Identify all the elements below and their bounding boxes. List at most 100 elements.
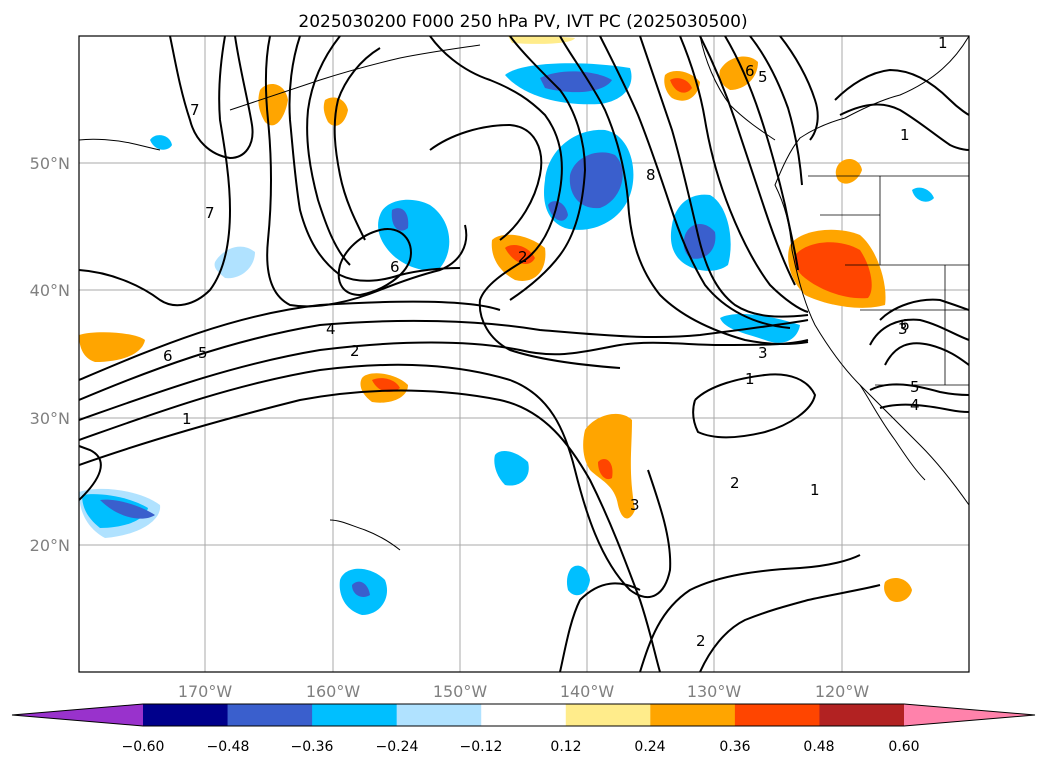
anomaly-pos-alaska	[664, 70, 700, 101]
colorbar: −0.60 −0.48 −0.36 −0.24 −0.12 0.12 0.24 …	[11, 703, 1036, 755]
contour-ridge-2	[699, 36, 796, 286]
map-panel: 1 1 1 1 1 2 2 2 2 3 3 3 4 4 5 5 5 6 6 6	[78, 34, 970, 673]
contour-ridge-3	[724, 36, 799, 271]
kamchatka-edge	[79, 138, 161, 151]
contour-label-1-c: 1	[810, 481, 820, 499]
contour-label-6-b: 6	[390, 258, 400, 276]
contour-1-sw-branch	[639, 554, 861, 672]
lon-tick-170w: 170°W	[178, 682, 233, 701]
colorbar-extend-low	[12, 704, 143, 726]
contour-ridge-5	[779, 36, 819, 141]
colorbar-segment	[819, 704, 905, 726]
contour-3-inland	[869, 383, 969, 396]
contour-label-2-c: 2	[730, 474, 740, 492]
anomaly-neg-hawaii	[339, 568, 388, 615]
contour-label-6-a: 6	[163, 347, 173, 365]
colorbar-tick-10: 0.60	[888, 739, 919, 755]
contour-2-ne	[839, 103, 969, 151]
plot-title: 2025030200 F000 250 hPa PV, IVT PC (2025…	[298, 12, 747, 32]
lon-tick-120w: 120°W	[815, 682, 870, 701]
contour-label-8-a: 8	[646, 166, 656, 184]
colorbar-segment	[396, 704, 482, 726]
lat-tick-20n: 20°N	[30, 536, 70, 555]
contour-3-south	[79, 339, 809, 421]
contour-2-inland	[879, 403, 969, 413]
colorbar-tick-5: −0.12	[460, 739, 503, 755]
contour-8-trough	[639, 36, 809, 318]
aleutian-islands	[229, 44, 481, 111]
colorbar-tick-9: 0.48	[803, 739, 834, 755]
lon-tick-130w: 130°W	[687, 682, 742, 701]
contour-label-1-a: 1	[182, 410, 192, 428]
colorbar-segment	[481, 704, 567, 726]
colorbar-segment	[227, 704, 313, 726]
ivt-contours	[79, 36, 969, 672]
contour-trough-mid	[509, 36, 587, 301]
anomaly-pos-bc	[835, 158, 862, 184]
contour-label-3-b: 3	[630, 496, 640, 514]
anomaly-neg-nw-small	[150, 135, 172, 150]
contour-1-south	[79, 389, 661, 672]
contour-label-1-d: 1	[900, 126, 910, 144]
lon-tick-140w: 140°W	[560, 682, 615, 701]
colorbar-tick-1: −0.60	[122, 739, 165, 755]
contour-west-ridge-4	[333, 47, 381, 241]
contour-label-2-d: 2	[696, 632, 706, 650]
contour-6-inland	[879, 298, 969, 321]
contour-5-inland	[869, 318, 969, 346]
lat-tick-labels: 50°N 40°N 30°N 20°N	[30, 154, 70, 555]
colorbar-outline	[11, 703, 1036, 727]
colorbar-tick-6: 0.12	[550, 739, 581, 755]
contour-label-1-e: 1	[938, 34, 948, 52]
contour-6-central-loop	[337, 228, 412, 297]
positive-anomalies	[79, 36, 912, 602]
contour-1-closed-se	[692, 373, 817, 439]
baja-california-coast	[859, 384, 926, 481]
anomaly-pos-west-coast	[788, 229, 886, 308]
anomaly-pos-subtropical	[583, 413, 635, 519]
anomaly-pos-far-west	[79, 332, 145, 362]
contour-west-ridge-1	[264, 36, 468, 308]
colorbar-segment	[143, 704, 229, 726]
contour-label-4-a: 4	[326, 320, 336, 338]
contour-label-7-a: 7	[190, 101, 200, 119]
colorbar-tick-labels: −0.60 −0.48 −0.36 −0.24 −0.12 0.12 0.24 …	[122, 739, 920, 755]
colorbar-tick-2: −0.48	[207, 739, 250, 755]
contour-label-6-c: 6	[745, 62, 755, 80]
lat-tick-30n: 30°N	[30, 409, 70, 428]
hawaiian-islands	[329, 519, 401, 551]
contour-label-6-d: 6	[900, 316, 910, 334]
anomaly-neg-south	[566, 565, 590, 596]
contour-west-ridge-3	[306, 36, 351, 266]
colorbar-tick-4: −0.24	[376, 739, 419, 755]
anomaly-neg-coast	[720, 314, 800, 343]
contour-1-ne	[834, 68, 969, 116]
lon-tick-150w: 150°W	[433, 682, 488, 701]
colorbar-segment	[650, 704, 736, 726]
contour-label-2-b: 2	[518, 248, 528, 266]
contour-label-5-c: 5	[758, 68, 768, 86]
colorbar-tick-8: 0.36	[719, 739, 750, 755]
contour-west-loop	[79, 36, 232, 307]
contour-trough-closed	[429, 123, 543, 241]
contour-7-nw	[169, 36, 254, 160]
map-frame	[78, 35, 970, 673]
lat-tick-50n: 50°N	[30, 154, 70, 173]
contour-trough-outer	[429, 36, 621, 369]
contour-4-inland	[884, 342, 969, 366]
anomaly-neg-central	[378, 199, 450, 271]
contour-1-tail	[699, 584, 881, 672]
colorbar-segment	[734, 704, 820, 726]
contour-4-south	[79, 319, 809, 401]
contour-label-1-b: 1	[745, 370, 755, 388]
anomaly-neg-inland	[912, 187, 934, 202]
lat-tick-40n: 40°N	[30, 281, 70, 300]
colorbar-segment	[565, 704, 651, 726]
contour-label-3-a: 3	[758, 344, 768, 362]
contour-ridge-4	[749, 36, 803, 186]
contour-labels: 1 1 1 1 1 2 2 2 2 3 3 3 4 4 5 5 5 6 6 6	[163, 34, 948, 650]
colorbar-segment	[312, 704, 398, 726]
anomaly-pos-mexico	[884, 578, 912, 602]
contour-ridge-1	[679, 36, 809, 313]
